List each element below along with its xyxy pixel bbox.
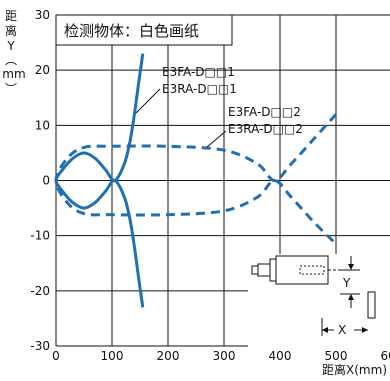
label-e3ra-1: E3RA-D□□1 [162, 82, 237, 96]
inset-x-label: X [338, 323, 346, 337]
series-annotations: E3FA-D□□1 E3RA-D□□1 E3FA-D□□2 E3RA-D□□2 [135, 65, 303, 148]
y-tick-label: 0 [42, 174, 50, 188]
y-axis-label-part-2: 离 [5, 23, 17, 38]
y-tick-label: 20 [35, 63, 50, 77]
label-e3fa-1: E3FA-D□□1 [162, 65, 235, 79]
tick-labels: 01002003004005006003020100-10-20-30 [30, 8, 390, 363]
leader-line-2 [206, 130, 227, 148]
plot-area [54, 53, 338, 308]
y-tick-label: -30 [30, 339, 50, 353]
x-tick-label: 100 [101, 349, 124, 363]
label-e3ra-2: E3RA-D□□2 [228, 122, 303, 136]
y-tick-label: 10 [35, 118, 50, 132]
y-axis-label-part-5: mm [2, 67, 25, 81]
x-tick-label: 200 [157, 349, 180, 363]
y-tick-label: 30 [35, 8, 50, 22]
y-axis-label-part-3: Y [6, 39, 15, 53]
y-tick-label: -10 [30, 229, 50, 243]
title-box [55, 14, 233, 46]
series-line-2 [54, 113, 338, 246]
y-tick-label: -20 [30, 284, 50, 298]
leader-line-1 [135, 88, 161, 114]
x-tick-label: 300 [213, 349, 236, 363]
x-tick-label: 600 [381, 349, 390, 363]
y-axis-label-group: 距 离 Y ︵ mm ︶ [2, 9, 25, 96]
y-axis-label-part-4: ︵ [5, 53, 17, 67]
x-axis-label: 距离X(mm) [322, 362, 387, 377]
y-axis-label-part-6: ︶ [5, 82, 17, 96]
x-tick-label: 0 [52, 349, 60, 363]
x-tick-label: 400 [269, 349, 292, 363]
chart-title: 检测物体：白色画纸 [64, 22, 199, 40]
y-axis-label-part-1: 距 [5, 9, 17, 23]
x-tick-label: 500 [325, 349, 348, 363]
inset-y-label: Y [342, 276, 351, 290]
label-e3fa-2: E3FA-D□□2 [228, 105, 301, 119]
sensor-diagram: Y X [248, 254, 390, 350]
